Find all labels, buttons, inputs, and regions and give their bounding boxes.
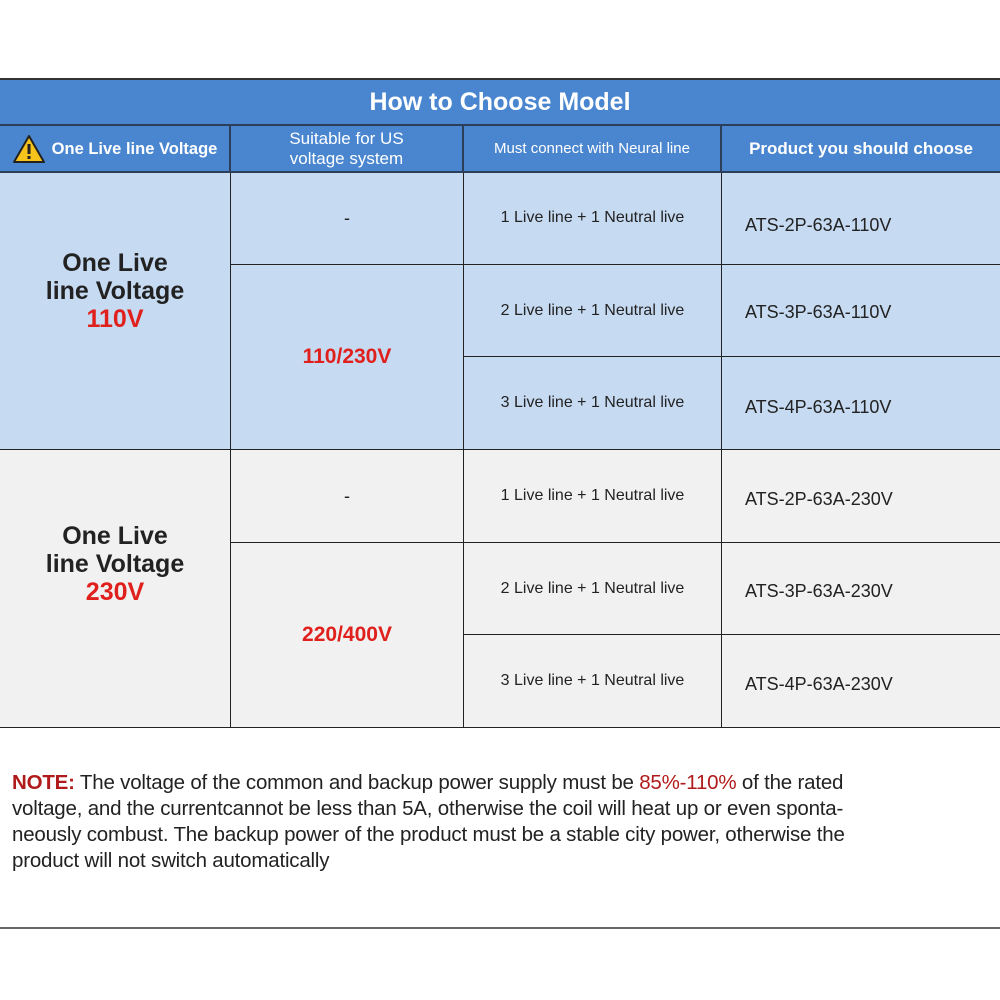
group-voltage: 230V <box>85 577 145 606</box>
header-label: One Live line Voltage <box>51 139 218 158</box>
table-title: How to Choose Model <box>0 80 1000 126</box>
note-line: voltage, and the currentcannot be less t… <box>12 797 844 820</box>
note-highlight: 85%-110% <box>639 771 737 794</box>
header-product: Product you should choose <box>722 126 1000 173</box>
header-suitable-for-us: Suitable for US voltage system <box>231 126 464 173</box>
connection-cell: 2 Live line + 1 Neutral live <box>464 543 722 635</box>
connection-cell: 1 Live line + 1 Neutral live <box>464 173 722 265</box>
product-cell: ATS-4P-63A-230V <box>722 635 1000 728</box>
group-label-230v: One Live line Voltage 230V <box>0 450 231 728</box>
connection-cell: 3 Live line + 1 Neutral live <box>464 357 722 450</box>
note-label: NOTE: <box>12 771 75 794</box>
group-label-line: One Live <box>62 521 168 550</box>
product-cell: ATS-2P-63A-110V <box>722 173 1000 265</box>
product-cell: ATS-3P-63A-110V <box>722 265 1000 357</box>
connection-cell: 3 Live line + 1 Neutral live <box>464 635 722 728</box>
header-label: Suitable for US <box>289 128 404 148</box>
warning-triangle-icon <box>12 134 45 163</box>
header-one-live-line-voltage: One Live line Voltage <box>0 126 231 173</box>
note-part: of the rated <box>741 771 844 794</box>
note-text: NOTE: The voltage of the common and back… <box>12 770 997 874</box>
system-cell: 220/400V <box>231 543 464 728</box>
system-cell: 110/230V <box>231 265 464 450</box>
header-must-connect: Must connect with Neural line <box>464 126 722 173</box>
group-voltage: 110V <box>86 305 144 333</box>
system-cell: - <box>231 450 464 543</box>
connection-cell: 1 Live line + 1 Neutral live <box>464 450 722 543</box>
note-line: neously combust. The backup power of the… <box>12 823 845 846</box>
note-part: The voltage of the common and backup pow… <box>79 771 634 794</box>
group-label-line: line Voltage <box>45 549 185 578</box>
product-cell: ATS-2P-63A-230V <box>722 450 1000 543</box>
group-label-110v: One Live line Voltage 110V <box>0 173 231 450</box>
top-divider <box>0 78 1000 80</box>
bottom-divider <box>0 927 1000 929</box>
header-label: voltage system <box>289 148 404 168</box>
note-line: product will not switch automatically <box>12 849 330 872</box>
product-cell: ATS-4P-63A-110V <box>722 357 1000 450</box>
group-label-line: One Live <box>62 249 168 277</box>
group-label-line: line Voltage <box>45 277 185 305</box>
header-label: Must connect with Neural line <box>494 139 690 157</box>
note-line: NOTE: The voltage of the common and back… <box>12 770 997 796</box>
product-cell: ATS-3P-63A-230V <box>722 543 1000 635</box>
connection-cell: 2 Live line + 1 Neutral live <box>464 265 722 357</box>
header-label: Product you should choose <box>749 138 973 158</box>
system-cell: - <box>231 173 464 265</box>
